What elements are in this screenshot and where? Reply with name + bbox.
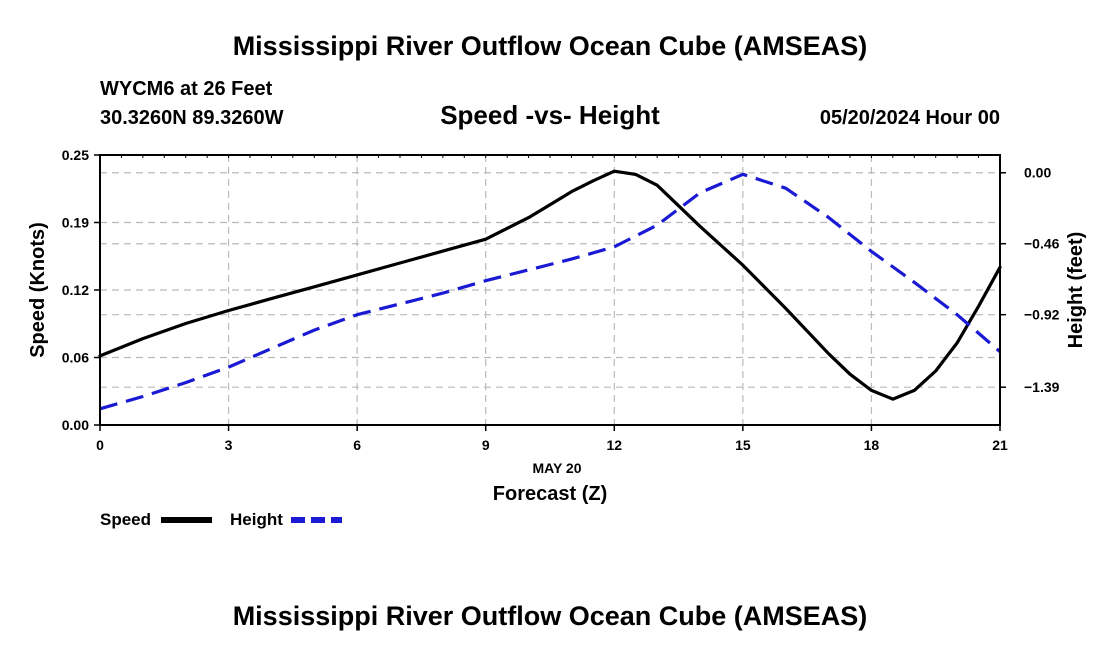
series-line-height [99,172,1002,411]
x-tick-label: 15 [735,437,751,453]
x-tick-label: 0 [96,437,104,453]
plot-frame [99,154,1001,426]
x-tick-label: 3 [225,437,233,453]
footer-title: Mississippi River Outflow Ocean Cube (AM… [233,601,868,631]
datetime-label: 05/20/2024 Hour 00 [820,107,1000,129]
coordinates-label: 30.3260N 89.3260W [100,107,284,129]
date-label: MAY 20 [532,460,581,476]
series-layer [98,169,1002,411]
station-label: WYCM6 at 26 Feet [100,78,273,100]
chart-title: Speed -vs- Height [440,100,660,130]
y2-tick-label: 0.00 [1024,165,1051,181]
y2-tick-label: −0.92 [1024,307,1060,323]
y-tick-label: 0.12 [62,282,89,298]
grid [100,155,1000,425]
legend-speed-label: Speed [100,510,151,529]
y2-tick-label: −1.39 [1024,379,1060,395]
axis-ticks: 0 3 6 9 12 15 18 21 0.00 0.06 0.12 0.19 0.25 0.00 −0.4… [62,147,1060,453]
y-axis-label: Speed (Knots) [27,222,49,358]
x-tick-label: 21 [992,437,1008,453]
y-tick-label: 0.06 [62,350,89,366]
y-tick-label: 0.25 [62,147,89,163]
series-line-speed [98,169,1002,401]
y2-tick-label: −0.46 [1024,236,1060,252]
x-tick-label: 18 [864,437,880,453]
x-tick-label: 12 [606,437,622,453]
x-axis-label: Forecast (Z) [493,483,607,505]
x-tick-label: 9 [482,437,490,453]
y-tick-label: 0.19 [62,215,89,231]
page-title: Mississippi River Outflow Ocean Cube (AM… [233,31,868,61]
legend-height-label: Height [230,510,283,529]
y2-axis-label: Height (feet) [1065,232,1087,349]
y-tick-label: 0.00 [62,417,89,433]
x-tick-label: 6 [353,437,361,453]
